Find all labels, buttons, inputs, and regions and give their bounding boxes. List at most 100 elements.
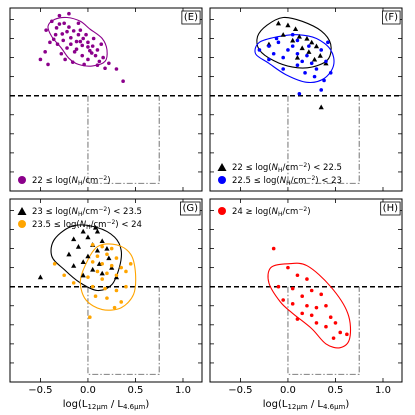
data-point (80, 43, 85, 48)
selection-box (87, 95, 160, 184)
x-tick-label: 1.0 (175, 385, 191, 396)
data-point (65, 46, 69, 50)
data-point (305, 277, 309, 281)
data-point (305, 303, 309, 308)
data-point-triangle (106, 255, 112, 261)
x-tick-label: 0.0 (80, 385, 96, 396)
data-point (290, 44, 295, 48)
data-point (319, 48, 324, 52)
panel-f: (F) 22 ≤ log(NH/cm−2) < 22.522.5 ≤ log(NH… (209, 7, 403, 192)
data-point (95, 48, 100, 52)
data-point (76, 32, 81, 37)
panel-frame (9, 198, 203, 383)
panel-label: (E) (184, 12, 198, 23)
data-point (38, 57, 43, 62)
data-point (300, 59, 304, 64)
data-point-triangle (66, 251, 72, 257)
data-point (119, 300, 124, 304)
data-point (281, 67, 285, 71)
panel-label: (F) (384, 12, 398, 23)
data-point-triangle (299, 45, 305, 51)
data-point (114, 256, 119, 260)
data-point (105, 271, 109, 276)
legend: 22 ≤ log(NH/cm−2) (18, 175, 111, 187)
panel-label-box (180, 201, 201, 216)
data-point-triangle (292, 26, 299, 32)
data-point (52, 262, 57, 266)
data-point (324, 303, 328, 308)
data-point (71, 281, 76, 285)
data-point (90, 260, 95, 264)
data-point (95, 63, 100, 67)
data-point (267, 57, 271, 62)
data-point-triangle (85, 253, 91, 259)
data-point (54, 26, 59, 30)
legend-label: 23.5 ≤ log(NH/cm−2) < 24 (32, 219, 142, 231)
data-point (274, 36, 279, 41)
data-point (93, 294, 98, 299)
data-point (286, 265, 290, 270)
legend-marker (218, 176, 226, 184)
data-point (324, 324, 328, 329)
data-point-triangle (80, 259, 86, 264)
data-point (59, 51, 64, 56)
data-point-triangle (37, 274, 44, 280)
data-point (82, 62, 86, 67)
data-point (67, 11, 71, 16)
data-point-triangle (104, 245, 110, 251)
data-point (53, 32, 58, 37)
data-point (319, 88, 324, 92)
data-point (101, 55, 105, 60)
data-point (128, 262, 133, 266)
data-point (303, 71, 307, 75)
data-point (107, 61, 111, 66)
legend-label: 22 ≤ log(NH/cm−2) (32, 175, 111, 187)
data-point (257, 48, 262, 52)
data-point (300, 311, 304, 316)
panel-label: (H) (383, 203, 398, 214)
data-point (338, 330, 343, 335)
data-point (309, 288, 314, 293)
panel-label-box (181, 10, 201, 25)
data-point-triangle (71, 263, 77, 268)
legend-label: 22.5 ≤ log(NH/cm−2) < 23 (232, 175, 342, 187)
legend: 22 ≤ log(NH/cm−2) < 22.522.5 ≤ log(NH/cm… (217, 162, 342, 187)
data-point (314, 305, 319, 310)
legend-marker (218, 207, 226, 215)
data-point (78, 28, 83, 32)
data-point-triangle (318, 104, 324, 110)
panel-h: −0.5 0.0 0.5 1.0 (H) 24 ≥ log(NH/cm−2) log(L12… (209, 198, 403, 411)
legend-label: 24 ≥ log(NH/cm−2) (232, 206, 311, 218)
data-point (295, 317, 300, 321)
data-point (72, 50, 77, 54)
data-point (314, 321, 319, 325)
data-point (103, 286, 107, 291)
data-point (86, 45, 90, 49)
data-point (124, 284, 128, 289)
data-point (63, 57, 67, 62)
data-point-triangle (80, 228, 86, 234)
x-tick-label: 0.0 (280, 385, 296, 396)
data-point (93, 53, 98, 58)
x-tick-label: −0.5 (28, 385, 52, 396)
data-point (60, 32, 65, 36)
data-point (331, 336, 336, 340)
data-point (71, 29, 76, 33)
data-point-triangle (304, 35, 310, 41)
data-point (95, 269, 100, 274)
data-point (276, 40, 281, 45)
x-tick-label: 0.5 (128, 385, 144, 396)
data-point (62, 21, 66, 26)
data-point (105, 252, 109, 257)
x-axis-label: log(L12μm / L4.6μm) (63, 399, 150, 411)
data-point (90, 242, 95, 247)
density-contour (267, 262, 352, 349)
data-point (276, 284, 281, 289)
data-point-triangle (313, 43, 320, 49)
panel-g: −0.5 0.0 0.5 1.0 (G) 23 ≤ log(NH/cm−2) < 23.5… (9, 198, 203, 411)
data-point (99, 42, 104, 47)
data-point (119, 265, 124, 270)
data-point (295, 51, 300, 56)
data-point-triangle (317, 53, 323, 58)
